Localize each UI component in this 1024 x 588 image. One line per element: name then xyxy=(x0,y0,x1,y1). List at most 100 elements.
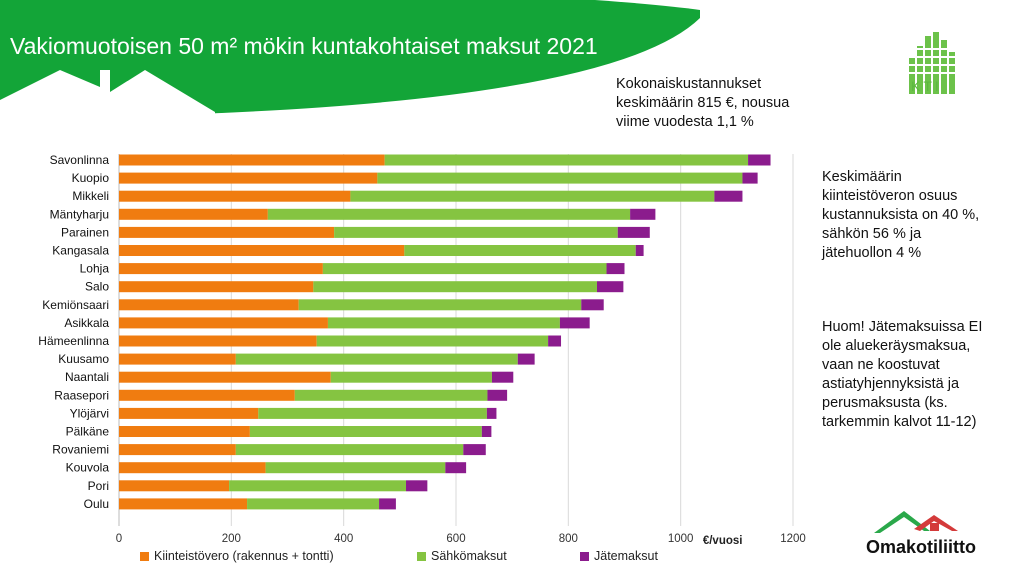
bar-segment xyxy=(119,498,248,510)
summary-text: Kokonaiskustannukset keskimäärin 815 €, … xyxy=(616,75,836,132)
legend-item: Sähkömaksut xyxy=(417,549,507,563)
legend-label: Kiinteistövero (rakennus + tontti) xyxy=(154,549,334,563)
category-label: Naantali xyxy=(65,370,109,384)
note-line: tarkemmin kalvot 11-12) xyxy=(822,414,977,430)
legend-label: Sähkömaksut xyxy=(431,549,507,563)
share-line: jätehuollon 4 % xyxy=(822,245,922,261)
omakotiliitto-logo-text: Omakotiliitto xyxy=(866,537,977,557)
bar-segment xyxy=(267,208,631,220)
category-label: Pälkäne xyxy=(66,425,110,439)
summary-line: viime vuodesta 1,1 % xyxy=(616,114,754,130)
cost-share-note: Keskimäärin kiinteistöveron osuus kustan… xyxy=(822,168,1017,263)
bar-segment xyxy=(404,245,636,256)
category-label: Kuusamo xyxy=(58,352,109,366)
bar-segment xyxy=(119,371,331,383)
bar-segment xyxy=(119,462,266,474)
bar-segment xyxy=(119,299,299,311)
bar-segment xyxy=(463,444,486,456)
category-label: Savonlinna xyxy=(50,153,110,167)
bar-segment xyxy=(322,263,607,275)
note-line: ole aluekeräysmaksua, xyxy=(822,338,971,354)
bar-segment xyxy=(350,190,715,202)
bar-segment xyxy=(235,444,464,456)
omakotiliitto-logo xyxy=(874,511,958,533)
bar-segment xyxy=(630,208,656,220)
category-label: Parainen xyxy=(61,225,109,239)
category-label: Rovaniemi xyxy=(52,443,109,457)
summary-line: keskimäärin 815 €, nousua xyxy=(616,95,790,111)
bar-segment xyxy=(548,335,562,347)
bar-segment xyxy=(119,317,328,329)
x-tick-label: 1000 xyxy=(668,533,694,545)
bar-segment xyxy=(119,335,317,347)
kti-logo-text: KTI xyxy=(911,78,942,94)
bar-segment xyxy=(581,299,604,311)
legend-swatch xyxy=(580,552,589,561)
share-line: kiinteistöveron osuus xyxy=(822,188,958,204)
note-line: perusmaksusta (ks. xyxy=(822,395,948,411)
legend-item: Jätemaksut xyxy=(580,549,658,563)
bar-segment xyxy=(742,172,758,184)
bar-segment xyxy=(714,190,743,202)
bar-segment xyxy=(445,462,467,474)
category-label: Ylöjärvi xyxy=(70,406,109,420)
bar-segment xyxy=(517,353,535,365)
x-tick-label: 800 xyxy=(559,533,578,545)
category-label: Pori xyxy=(88,479,109,493)
house-silhouette xyxy=(0,70,215,118)
bar-segment xyxy=(491,371,514,383)
category-label: Mäntyharju xyxy=(50,207,109,221)
bar-segment xyxy=(119,208,268,220)
note-line: vaan ne koostuvat xyxy=(822,357,940,373)
bar-segment xyxy=(596,281,624,293)
share-line: sähkön 56 % ja xyxy=(822,226,922,242)
category-label: Kangasala xyxy=(52,244,109,258)
bar-segment xyxy=(119,245,405,256)
bar-segment xyxy=(119,480,230,492)
bar-segment xyxy=(606,263,625,275)
bar-segment xyxy=(265,462,446,474)
header-banner xyxy=(0,0,700,118)
x-tick-label: 0 xyxy=(116,533,122,545)
waste-fee-note: Huom! Jätemaksuissa EI ole aluekeräysmak… xyxy=(822,318,1017,432)
bar-segment xyxy=(119,263,323,275)
stacked-bar-chart: Savonlinna Kuopio Mikkeli Mäntyharju Paraine… xyxy=(38,153,806,547)
bar-segment xyxy=(406,480,428,492)
bar-segment xyxy=(330,371,492,383)
bar-segment xyxy=(384,154,749,166)
bar-segment xyxy=(247,498,380,510)
bar-segment xyxy=(119,426,250,437)
page-title: Vakiomuotoisen 50 m² mökin kuntakohtaise… xyxy=(10,33,598,59)
share-line: Keskimäärin xyxy=(822,169,902,185)
x-tick-label: 600 xyxy=(446,533,465,545)
category-label: Kuopio xyxy=(72,171,110,185)
category-label: Asikkala xyxy=(64,316,109,330)
category-label: Lohja xyxy=(80,262,110,276)
bar-segment xyxy=(119,281,314,293)
bar-segment xyxy=(119,226,335,238)
bar-segment xyxy=(486,407,497,419)
category-label: Kemiönsaari xyxy=(42,298,109,312)
bar-segment xyxy=(119,407,259,419)
bar-segment xyxy=(327,317,560,329)
x-tick-label: 400 xyxy=(334,533,353,545)
category-label: Oulu xyxy=(84,497,109,511)
legend-label: Jätemaksut xyxy=(594,549,658,563)
bar-segment xyxy=(481,426,492,437)
bar-segment xyxy=(559,317,590,329)
category-label: Mikkeli xyxy=(72,189,109,203)
bar-segment xyxy=(748,154,771,166)
legend-item: Kiinteistövero (rakennus + tontti) xyxy=(140,549,334,563)
bar-segment xyxy=(487,389,508,401)
bar-segment xyxy=(617,226,650,238)
note-line: Huom! Jätemaksuissa EI xyxy=(822,319,983,335)
summary-line: Kokonaiskustannukset xyxy=(616,76,762,92)
x-tick-label: 200 xyxy=(222,533,241,545)
bar-segment xyxy=(379,498,396,510)
bar-segment xyxy=(249,426,482,437)
x-axis-label: €/vuosi xyxy=(703,535,743,547)
category-label: Kouvola xyxy=(66,461,110,475)
category-label: Hämeenlinna xyxy=(38,334,109,348)
bar-segment xyxy=(119,190,351,202)
category-label: Salo xyxy=(85,280,109,294)
